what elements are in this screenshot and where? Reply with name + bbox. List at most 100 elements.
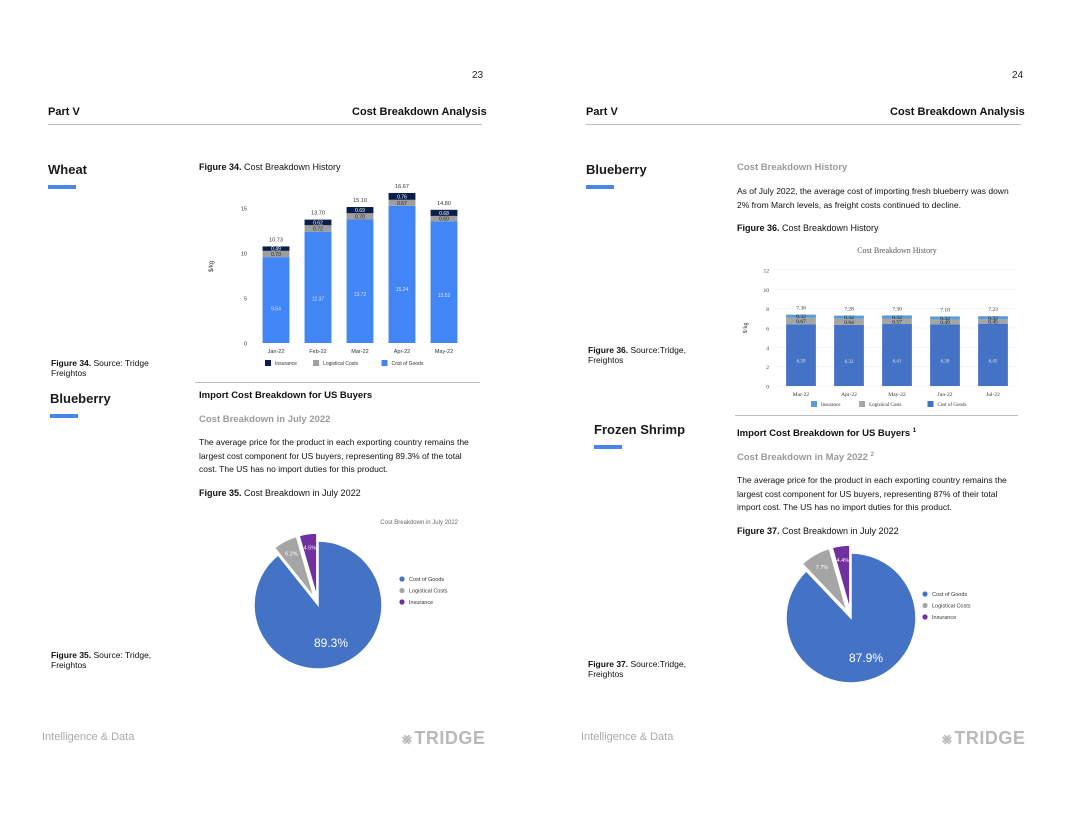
tridge-logo-mark-icon: ⨳: [402, 731, 413, 748]
bar-total-label: 14.80: [437, 201, 451, 207]
bar-segment-cost-of-goods: [346, 219, 374, 343]
bar-segment-insurance: [882, 315, 912, 319]
x-tick-label: Apr-22: [841, 392, 857, 398]
pie-slice-logistical-costs: [273, 535, 316, 599]
pie-slice-cost-of-goods: [785, 552, 917, 684]
y-axis-label: $/kg: [209, 261, 215, 272]
pie-value-label: 4.5%: [304, 546, 317, 552]
section-title-wheat: Wheat: [48, 162, 87, 177]
bar-segment-cost-of-goods: [262, 257, 290, 343]
bar-segment-insurance: [262, 246, 290, 251]
pie-slice-logistical-costs: [801, 547, 848, 612]
pie-value-label: 89.3%: [314, 636, 348, 650]
legend-entry: Cost of Goods: [392, 361, 424, 367]
legend-swatch: [922, 614, 928, 620]
tridge-logo-mark-icon: ⨳: [942, 731, 953, 748]
y-tick-label: 15: [241, 207, 247, 213]
y-tick-label: 6: [766, 327, 769, 333]
bar-segment-insurance: [786, 314, 816, 318]
bar-value-label: 9.54: [271, 306, 281, 312]
header-part: Part V: [48, 106, 80, 118]
pie-slice-cost-of-goods: [253, 540, 383, 670]
legend-swatch: [381, 360, 388, 366]
x-tick-label: Mar-22: [793, 392, 810, 398]
y-tick-label: 0: [244, 342, 247, 348]
bar-value-label: 6.38: [941, 360, 950, 365]
x-tick-label: Jan-22: [268, 349, 285, 355]
bar-total-label: 7.23: [988, 307, 998, 313]
bar-value-label: 6.45: [989, 359, 998, 364]
x-tick-label: May-22: [888, 392, 906, 398]
legend-entry: Insurance: [275, 361, 297, 367]
bar-value-label: 0.62: [313, 220, 323, 226]
page-number: 23: [472, 70, 484, 81]
y-tick-label: 10: [764, 288, 770, 294]
bar-segment-logistical-costs: [834, 318, 864, 325]
bar-segment-cost-of-goods: [978, 323, 1008, 386]
bar-value-label: 0.49: [271, 247, 281, 253]
figure-36-caption: Figure 36. Cost Breakdown History: [737, 223, 879, 233]
bar-segment-insurance: [388, 192, 416, 200]
bar-total-label: 7.18: [940, 307, 950, 313]
figure-37-caption: Figure 37. Cost Breakdown in July 2022: [737, 526, 899, 536]
bar-total-label: 7.28: [844, 307, 854, 313]
pie-value-label: 87.9%: [849, 651, 883, 665]
y-axis-label: $/kg: [742, 323, 749, 334]
y-tick-label: 10: [241, 252, 247, 258]
figure-34-stacked-bar-chart: 051015$/kg9.540.700.4910.73Jan-2212.370.…: [209, 184, 458, 367]
bar-segment-logistical-costs: [930, 319, 960, 325]
legend-swatch: [313, 360, 320, 366]
pie-slice-insurance: [298, 532, 318, 598]
bar-value-label: 0.32: [844, 315, 854, 321]
bar-segment-cost-of-goods: [930, 324, 960, 386]
analysis-paragraph: The average price for the product in eac…: [737, 475, 1007, 512]
figure-34-caption: Figure 34. Cost Breakdown History: [199, 162, 341, 172]
bar-segment-insurance: [834, 315, 864, 319]
x-tick-label: Apr-22: [394, 349, 411, 355]
bar-value-label: 0.64: [844, 320, 854, 326]
bar-segment-insurance: [430, 209, 458, 216]
bar-segment-logistical-costs: [262, 250, 290, 258]
legend-entry: Cost of Goods: [938, 403, 967, 408]
section-accent-bar: [50, 414, 78, 418]
cost-history-subheading: Cost Breakdown History: [737, 162, 848, 173]
figure-37-pie-chart: 87.9% 7.7% 4.4% Cost of Goods Logistical Cos…: [785, 544, 971, 684]
legend-swatch: [399, 599, 405, 605]
bar-value-label: 0.69: [355, 208, 365, 214]
bar-value-label: 0.32: [796, 314, 806, 320]
y-tick-label: 5: [244, 297, 247, 303]
section-rule: [195, 382, 480, 383]
header-rule: [48, 124, 482, 125]
section-rule: [735, 415, 1018, 416]
pie-slice-insurance: [831, 544, 851, 611]
legend-swatch: [859, 401, 866, 407]
bar-value-label: 0.67: [796, 319, 806, 325]
legend-swatch: [922, 602, 928, 609]
pie-value-label: 6.2%: [285, 552, 298, 558]
figure-34-source: Figure 34. Source: Tridge Freightos: [51, 358, 149, 378]
tridge-logo: ⨳ TRIDGE: [402, 728, 486, 748]
figure-35-pie-chart: Cost Breakdown in July 2022 89.3% 6.2% 4.5%…: [253, 520, 459, 670]
legend-entry: Insurance: [932, 615, 956, 621]
bar-value-label: 0.72: [313, 226, 323, 232]
bar-total-label: 10.73: [269, 237, 283, 243]
legend-swatch: [399, 587, 405, 594]
bar-value-label: 0.49: [940, 320, 950, 326]
figure-35-source: Figure 35. Source: Tridge, Freightos: [51, 650, 152, 670]
header-part: Part V: [586, 106, 618, 118]
bar-value-label: 0.45: [988, 319, 998, 325]
bar-value-label: 0.60: [439, 217, 449, 223]
x-tick-label: Feb-22: [309, 349, 326, 355]
cost-breakdown-subheading: Cost Breakdown in May 2022 2: [737, 452, 874, 464]
section-title-blueberry: Blueberry: [586, 162, 647, 177]
header-rule: [586, 124, 1021, 125]
pie-value-label: 7.7%: [816, 565, 829, 571]
section-accent-bar: [586, 185, 614, 189]
chart-title: Cost Breakdown History: [857, 246, 937, 255]
legend-swatch: [927, 401, 934, 407]
bar-value-label: 0.68: [439, 211, 449, 217]
chart-title: Cost Breakdown in July 2022: [380, 520, 458, 526]
history-paragraph: As of July 2022, the average cost of imp…: [737, 186, 1009, 210]
bar-segment-logistical-costs: [430, 215, 458, 222]
bar-total-label: 13.70: [311, 211, 325, 217]
